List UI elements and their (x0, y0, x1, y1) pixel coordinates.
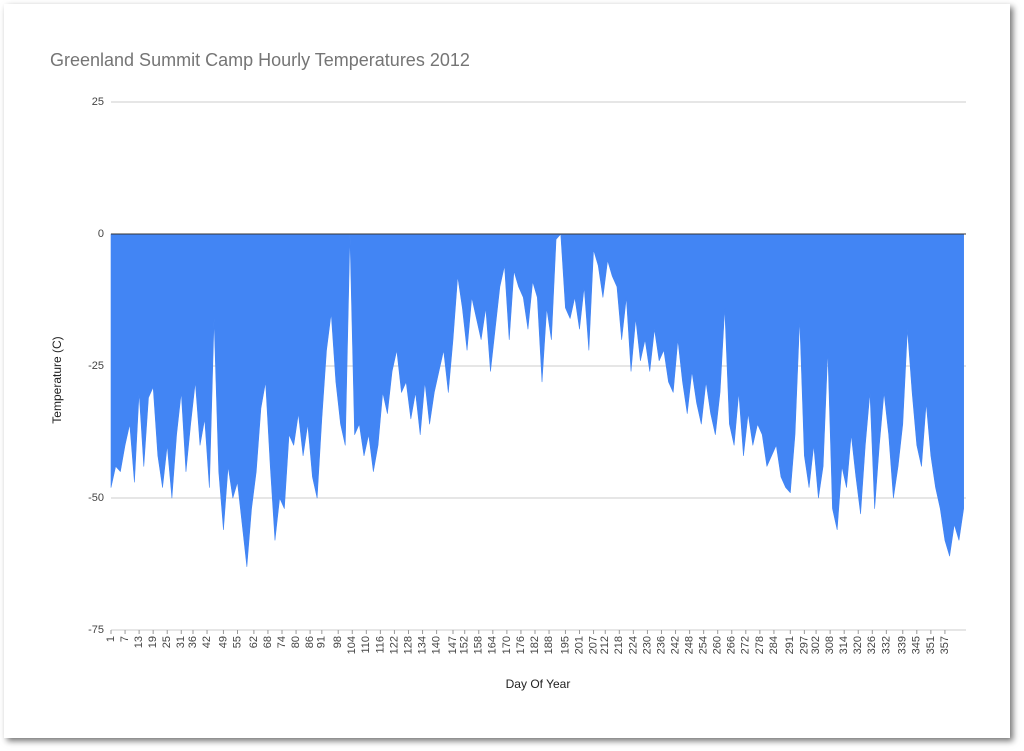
x-tick-label: 284 (768, 636, 780, 654)
x-tick-label: 218 (613, 636, 625, 654)
x-tick-label: 62 (248, 636, 260, 648)
x-tick-label: 212 (599, 636, 611, 654)
x-tick-label: 31 (175, 636, 187, 648)
x-tick-label: 152 (459, 636, 471, 654)
x-tick-label: 122 (388, 636, 400, 654)
x-tick-label: 164 (487, 636, 499, 654)
x-tick-label: 19 (147, 636, 159, 648)
x-tick-label: 42 (201, 636, 213, 648)
chart-title: Greenland Summit Camp Hourly Temperature… (50, 50, 470, 70)
x-tick-label: 91 (316, 636, 328, 648)
x-tick-label: 254 (698, 636, 710, 654)
x-tick-label: 236 (655, 636, 667, 654)
x-tick-label: 201 (573, 636, 585, 654)
x-tick-label: 128 (402, 636, 414, 654)
x-tick-label: 98 (332, 636, 344, 648)
x-tick-label: 74 (276, 636, 288, 648)
y-axis-title: Temperature (C) (50, 336, 64, 423)
x-tick-label: 55 (231, 636, 243, 648)
x-tick-label: 140 (431, 636, 443, 654)
y-tick-label: 25 (92, 96, 104, 108)
x-tick-label: 86 (304, 636, 316, 648)
y-tick-label: 0 (98, 228, 104, 240)
x-tick-label: 332 (880, 636, 892, 654)
x-tick-label: 308 (824, 636, 836, 654)
x-tick-label: 248 (683, 636, 695, 654)
x-tick-label: 25 (161, 636, 173, 648)
x-tick-label: 195 (559, 636, 571, 654)
x-tick-label: 170 (501, 636, 513, 654)
x-tick-label: 176 (515, 636, 527, 654)
area (110, 233, 964, 567)
x-tick-label: 1 (105, 636, 117, 642)
x-tick-label: 302 (810, 636, 822, 654)
x-tick-label: 326 (866, 636, 878, 654)
y-tick-label: -75 (88, 624, 104, 636)
x-tick-label: 266 (726, 636, 738, 654)
x-tick-label: 345 (911, 636, 923, 654)
x-tick-label: 291 (784, 636, 796, 654)
x-tick-label: 49 (217, 636, 229, 648)
x-tick-label: 36 (187, 636, 199, 648)
y-tick-label: -25 (88, 360, 104, 372)
x-tick-label: 13 (133, 636, 145, 648)
x-tick-label: 260 (712, 636, 724, 654)
x-tick-label: 230 (641, 636, 653, 654)
x-tick-label: 147 (447, 636, 459, 654)
x-tick-label: 357 (939, 636, 951, 654)
x-tick-label: 320 (852, 636, 864, 654)
x-tick-label: 297 (798, 636, 810, 654)
x-tick-label: 339 (897, 636, 909, 654)
x-tick-label: 182 (529, 636, 541, 654)
x-tick-label: 134 (416, 636, 428, 654)
x-tick-label: 68 (262, 636, 274, 648)
x-tick-label: 188 (543, 636, 555, 654)
x-tick-label: 351 (925, 636, 937, 654)
x-tick-label: 116 (374, 636, 386, 654)
x-tick-label: 110 (360, 636, 372, 654)
x-tick-label: 224 (627, 636, 639, 654)
x-tick-label: 158 (473, 636, 485, 654)
y-tick-label: -50 (88, 492, 104, 504)
x-tick-label: 104 (346, 636, 358, 654)
x-tick-label: 314 (838, 636, 850, 654)
x-tick-label: 7 (119, 636, 131, 642)
x-tick-label: 272 (740, 636, 752, 654)
x-tick-label: 242 (669, 636, 681, 654)
x-tick-label: 278 (754, 636, 766, 654)
x-tick-label: 207 (587, 636, 599, 654)
x-tick-label: 80 (290, 636, 302, 648)
x-axis-title: Day Of Year (506, 677, 571, 691)
